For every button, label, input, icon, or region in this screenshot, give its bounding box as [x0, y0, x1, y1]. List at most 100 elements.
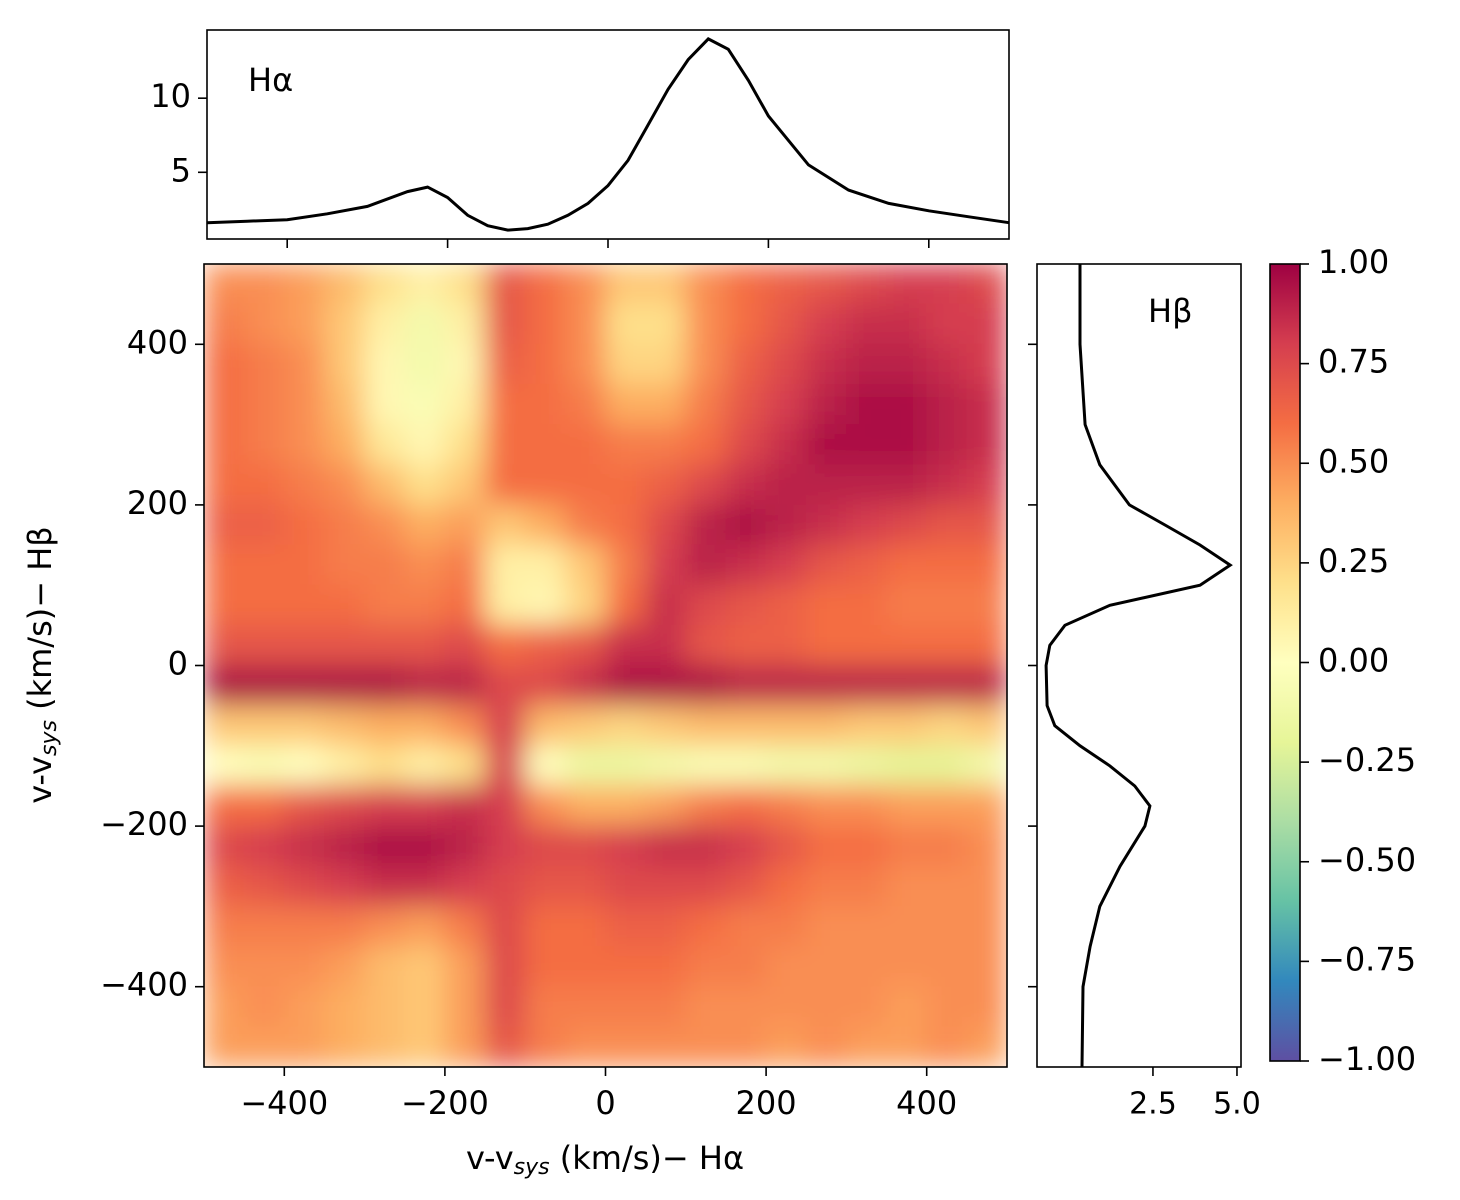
heat-cell: [886, 705, 928, 747]
heat-cell: [725, 665, 767, 707]
heat-cell: [484, 705, 526, 747]
heat-cell: [283, 424, 325, 466]
heat-cell: [444, 946, 486, 988]
heat-cell: [605, 264, 647, 305]
heat-cell: [886, 303, 928, 345]
heat-cell: [444, 705, 486, 747]
heat-cell: [404, 825, 446, 867]
heat-cell: [204, 303, 245, 345]
heat-cell: [564, 264, 606, 305]
heat-cell: [484, 584, 526, 626]
heat-cell: [204, 905, 245, 948]
heat-cell: [605, 785, 647, 827]
heat-cell: [404, 905, 446, 948]
x-tick-label: 5.0: [1213, 1087, 1261, 1122]
heat-cell: [926, 424, 968, 466]
heat-cell: [725, 986, 767, 1028]
heat-cell: [364, 584, 406, 626]
heat-cell: [926, 343, 968, 385]
heat-cell: [364, 624, 406, 666]
heat-cell: [364, 705, 406, 747]
heat-cell: [966, 946, 1007, 988]
heat-cell: [966, 504, 1007, 546]
colorbar-tick-label: 0.75: [1318, 343, 1389, 381]
heat-cell: [364, 424, 406, 466]
heat-cell: [886, 584, 928, 626]
heat-cell: [283, 464, 325, 506]
heat-cell: [725, 383, 767, 426]
heat-cell: [323, 343, 366, 385]
heat-cell: [725, 745, 767, 787]
heat-cell: [926, 383, 968, 426]
heat-cell: [404, 464, 446, 506]
heat-cell: [283, 946, 325, 988]
heat-cell: [204, 986, 245, 1028]
heat-cell: [404, 865, 446, 907]
colorbar-tick-label: −0.75: [1318, 940, 1416, 978]
heat-cell: [685, 705, 727, 747]
heat-cell: [243, 303, 285, 345]
x-tick-label: 200: [736, 1084, 797, 1122]
heat-cell: [845, 1026, 888, 1067]
heat-cell: [524, 865, 566, 907]
heat-cell: [805, 264, 847, 305]
heat-cell: [805, 745, 847, 787]
heat-cell: [323, 705, 366, 747]
heat-cell: [564, 825, 606, 867]
heat-cell: [886, 624, 928, 666]
heat-cell: [886, 264, 928, 305]
heat-cell: [805, 825, 847, 867]
heat-cell: [204, 624, 245, 666]
heat-cell: [564, 424, 606, 466]
heat-cell: [243, 624, 285, 666]
heat-cell: [966, 584, 1007, 626]
heat-cell: [524, 504, 566, 546]
y-tick-label: 10: [150, 77, 191, 115]
heat-cell: [323, 946, 366, 988]
heat-cell: [605, 986, 647, 1028]
heat-cell: [484, 504, 526, 546]
heat-cell: [966, 264, 1007, 305]
heat-cell: [605, 343, 647, 385]
heat-cell: [243, 1026, 285, 1067]
heat-cell: [484, 464, 526, 506]
heat-cell: [404, 745, 446, 787]
heat-cell: [444, 303, 486, 345]
heat-cell: [725, 504, 767, 546]
heat-cell: [564, 665, 606, 707]
y-axis-label: v-vsys (km/s)− Hβ: [21, 526, 62, 803]
heat-cell: [765, 343, 807, 385]
heat-cell: [725, 343, 767, 385]
heat-cell: [765, 745, 807, 787]
heat-cell: [765, 303, 807, 345]
heat-cell: [845, 986, 888, 1028]
heat-cell: [685, 343, 727, 385]
heat-cell: [605, 905, 647, 948]
heat-cell: [243, 544, 285, 586]
heat-cell: [845, 905, 888, 948]
heat-cell: [605, 665, 647, 707]
heat-cell: [845, 383, 888, 426]
heat-cell: [364, 865, 406, 907]
heat-cell: [524, 986, 566, 1028]
heat-cell: [323, 464, 366, 506]
heat-cell: [966, 544, 1007, 586]
heat-cell: [444, 343, 486, 385]
colorbar-tick-label: 0.00: [1318, 642, 1389, 680]
heat-cell: [645, 785, 687, 827]
y-tick-label: 200: [127, 484, 188, 522]
heat-cell: [645, 905, 687, 948]
heat-cell: [283, 665, 325, 707]
heat-cell: [805, 905, 847, 948]
heat-cell: [323, 383, 366, 426]
heat-cell: [404, 665, 446, 707]
heat-cell: [484, 424, 526, 466]
heat-cell: [283, 905, 325, 948]
heat-cell: [725, 544, 767, 586]
heat-cell: [524, 665, 566, 707]
heat-cell: [364, 264, 406, 305]
heat-cell: [283, 504, 325, 546]
heat-cell: [484, 986, 526, 1028]
heat-cell: [243, 745, 285, 787]
x-tick-label: −200: [401, 1084, 489, 1122]
